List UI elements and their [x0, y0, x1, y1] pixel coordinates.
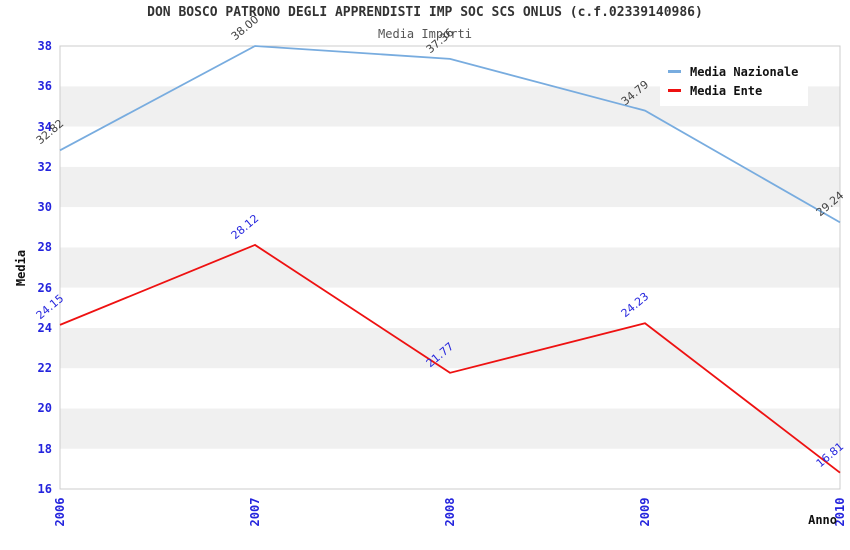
- legend-label: Media Nazionale: [690, 64, 799, 79]
- grid-band: [60, 247, 840, 288]
- y-tick-label: 16: [37, 482, 52, 496]
- grid-band: [60, 207, 840, 248]
- y-tick-label: 28: [37, 240, 52, 255]
- x-tick-label: 2007: [248, 497, 262, 527]
- x-tick-label: 2009: [638, 497, 652, 527]
- y-tick-label: 26: [37, 280, 52, 295]
- chart-title: DON BOSCO PATRONO DEGLI APPRENDISTI IMP …: [147, 5, 703, 20]
- legend-line-swatch: [668, 89, 681, 92]
- chart-subtitle: Media Importi: [378, 27, 472, 41]
- y-tick-label: 30: [37, 200, 52, 215]
- y-tick-label: 22: [37, 361, 52, 376]
- y-tick-label: 36: [37, 79, 52, 94]
- y-tick-label: 20: [37, 401, 52, 416]
- y-tick-label: 24: [37, 320, 52, 335]
- grid-band: [60, 368, 840, 409]
- x-axis-title: Anno: [808, 513, 837, 527]
- legend-line-swatch: [668, 70, 681, 73]
- grid-band: [60, 327, 840, 369]
- plot-border: [59, 45, 841, 490]
- legend-item: Media Nazionale: [668, 62, 798, 81]
- legend-item: Media Ente: [668, 81, 798, 100]
- grid-band: [60, 448, 840, 489]
- y-tick-label: 32: [37, 159, 52, 174]
- series-line-media-ente: [59, 243, 841, 474]
- grid-band: [60, 408, 840, 449]
- y-tick-label: 34: [37, 119, 52, 134]
- y-tick-label: 18: [37, 441, 52, 456]
- legend-label: Media Ente: [690, 83, 763, 98]
- x-tick-label: 2006: [53, 497, 67, 527]
- series-line-media-nazionale: [59, 45, 841, 224]
- grid-band: [60, 126, 840, 167]
- y-tick-label: 38: [37, 39, 52, 53]
- grid-band: [60, 287, 840, 328]
- grid-band: [60, 166, 840, 208]
- x-tick-label: 2008: [443, 497, 457, 527]
- y-axis-title: Media: [14, 249, 28, 287]
- legend: Media Nazionale Media Ente: [660, 56, 809, 106]
